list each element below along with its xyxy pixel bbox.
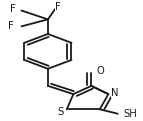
Text: SH: SH <box>123 109 137 119</box>
Text: S: S <box>58 107 64 117</box>
Text: O: O <box>96 66 104 76</box>
Text: F: F <box>55 2 61 12</box>
Text: F: F <box>8 21 14 31</box>
Text: F: F <box>10 4 16 14</box>
Text: N: N <box>111 88 119 98</box>
